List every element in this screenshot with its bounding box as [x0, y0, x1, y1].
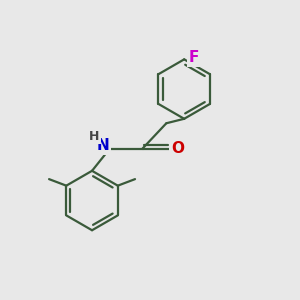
Text: H: H — [89, 130, 100, 142]
Text: F: F — [188, 50, 199, 65]
Text: O: O — [171, 141, 184, 156]
Text: N: N — [97, 138, 110, 153]
